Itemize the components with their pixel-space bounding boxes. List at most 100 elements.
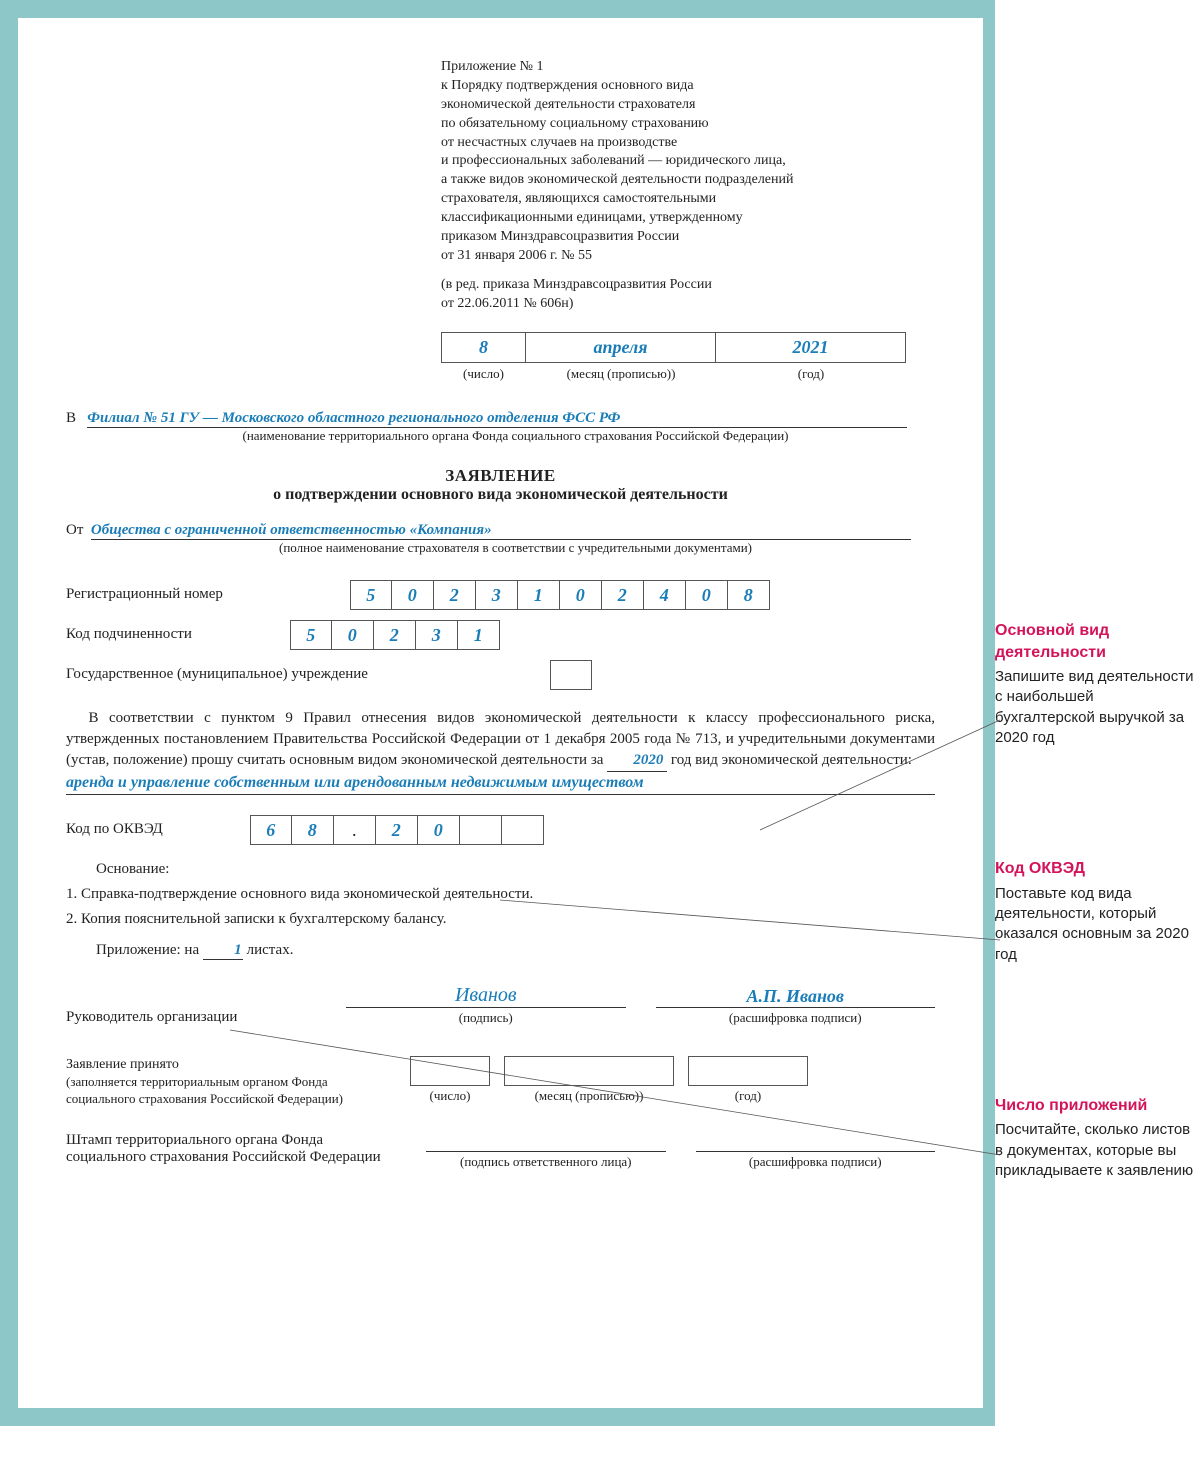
accepted-year-box[interactable] <box>688 1056 808 1086</box>
header-line: и профессиональных заболеваний — юридиче… <box>441 152 935 171</box>
stamp-name-line[interactable] <box>696 1132 936 1152</box>
annotation-head: Число приложений <box>995 1095 1195 1117</box>
accepted-month-box[interactable] <box>504 1056 674 1086</box>
title-main: ЗАЯВЛЕНИЕ <box>66 466 935 486</box>
body-text-b: год вид экономической деятельности: <box>671 752 912 768</box>
applicant-row: От Общества с ограниченной ответственнос… <box>66 522 935 556</box>
okved-cells[interactable]: 6 8 . 2 0 <box>250 815 544 845</box>
header-line: от 31 января 2006 г. № 55 <box>441 247 935 266</box>
applicant-value[interactable]: Общества с ограниченной ответственностью… <box>91 522 911 540</box>
reg-number-row: Регистрационный номер 5 0 2 3 1 0 2 4 0 … <box>66 580 935 610</box>
okved-cell-dot: . <box>334 815 376 845</box>
gos-label: Государственное (муниципальное) учрежден… <box>66 666 546 683</box>
header-subline: (в ред. приказа Минздравсоцразвития Росс… <box>441 276 935 295</box>
okved-cell[interactable] <box>460 815 502 845</box>
okved-cell[interactable]: 2 <box>376 815 418 845</box>
recipient-prefix: В <box>66 410 76 426</box>
annotation-text: Поставьте код вида деятельности, который… <box>995 884 1195 965</box>
date-day-cell[interactable]: 8 <box>441 332 526 363</box>
body-year-fill[interactable]: 2020 <box>607 750 667 772</box>
title-sub: о подтверждении основного вида экономиче… <box>66 486 935 504</box>
reg-cell[interactable]: 2 <box>434 580 476 610</box>
signature-row: Руководитель организации Иванов (подпись… <box>66 984 935 1026</box>
annotation-text: Посчитайте, сколько листов в документах,… <box>995 1120 1195 1181</box>
date-year-caption: (год) <box>716 366 906 382</box>
date-year-cell[interactable]: 2021 <box>716 332 906 363</box>
header-line: экономической деятельности страхователя <box>441 96 935 115</box>
accepted-row: Заявление принято (заполняется территори… <box>66 1056 935 1108</box>
date-block: 8 апреля 2021 (число) (месяц (прописью))… <box>441 332 935 382</box>
basis-block: Основание: 1. Справка-подтверждение осно… <box>66 861 935 960</box>
basis-item-2: 2. Копия пояснительной записки к бухгалт… <box>66 911 935 928</box>
sub-cell[interactable]: 2 <box>374 620 416 650</box>
okved-row: Код по ОКВЭД 6 8 . 2 0 <box>66 815 935 845</box>
accepted-year-caption: (год) <box>688 1088 808 1104</box>
signature-role-label: Руководитель организации <box>66 1009 316 1026</box>
header-line: классификационными единицами, утвержденн… <box>441 209 935 228</box>
annotation-head: Основной вид деятельности <box>995 620 1195 663</box>
header-reference: Приложение № 1 к Порядку подтверждения о… <box>441 58 935 314</box>
sub-cell[interactable]: 3 <box>416 620 458 650</box>
okved-cell[interactable]: 6 <box>250 815 292 845</box>
accepted-day-caption: (число) <box>410 1088 490 1104</box>
teal-frame: Приложение № 1 к Порядку подтверждения о… <box>0 0 995 1426</box>
header-line: Приложение № 1 <box>441 58 935 77</box>
subord-code-row: Код подчиненности 5 0 2 3 1 <box>66 620 935 650</box>
annotation-activity: Основной вид деятельности Запишите вид д… <box>995 620 1195 748</box>
activity-value[interactable]: аренда и управление собственным или арен… <box>66 774 935 795</box>
stamp-signature-line[interactable] <box>426 1132 666 1152</box>
accepted-label-2: (заполняется территориальным органом Фон… <box>66 1074 396 1108</box>
subord-code-label: Код подчиненности <box>66 626 286 643</box>
sub-cell[interactable]: 1 <box>458 620 500 650</box>
stamp-row: Штамп территориального органа Фонда соци… <box>66 1132 935 1170</box>
date-month-caption: (месяц (прописью)) <box>526 366 716 382</box>
sub-cell[interactable]: 0 <box>332 620 374 650</box>
recipient-value[interactable]: Филиал № 51 ГУ — Московского областного … <box>87 410 907 428</box>
recipient-row: В Филиал № 51 ГУ — Московского областног… <box>66 410 935 444</box>
date-day-caption: (число) <box>441 366 526 382</box>
reg-cell[interactable]: 0 <box>560 580 602 610</box>
reg-cell[interactable]: 0 <box>686 580 728 610</box>
accepted-month-caption: (месяц (прописью)) <box>504 1088 674 1104</box>
signature-name-caption: (расшифровка подписи) <box>656 1010 936 1026</box>
annotation-text: Запишите вид деятельности с наибольшей б… <box>995 667 1195 748</box>
stamp-name-caption: (расшифровка подписи) <box>696 1154 936 1170</box>
sub-cell[interactable]: 5 <box>290 620 332 650</box>
reg-number-cells[interactable]: 5 0 2 3 1 0 2 4 0 8 <box>350 580 770 610</box>
attachment-text-a: Приложение: на <box>96 942 199 958</box>
attachment-count[interactable]: 1 <box>203 942 243 960</box>
reg-cell[interactable]: 1 <box>518 580 560 610</box>
okved-cell[interactable]: 0 <box>418 815 460 845</box>
header-line: приказом Минздравсоцразвития России <box>441 228 935 247</box>
document-page: Приложение № 1 к Порядку подтверждения о… <box>18 18 983 1408</box>
reg-cell[interactable]: 3 <box>476 580 518 610</box>
reg-cell[interactable]: 2 <box>602 580 644 610</box>
reg-cell[interactable]: 4 <box>644 580 686 610</box>
header-line: от несчастных случаев на производстве <box>441 134 935 153</box>
annotation-head: Код ОКВЭД <box>995 858 1195 880</box>
title-block: ЗАЯВЛЕНИЕ о подтверждении основного вида… <box>66 466 935 504</box>
header-line: к Порядку подтверждения основного вида <box>441 77 935 96</box>
page-root: Приложение № 1 к Порядку подтверждения о… <box>0 0 1200 1426</box>
okved-cell[interactable] <box>502 815 544 845</box>
date-month-cell[interactable]: апреля <box>526 332 716 363</box>
basis-item-1: 1. Справка-подтверждение основного вида … <box>66 886 935 903</box>
recipient-caption: (наименование территориального органа Фо… <box>96 428 935 444</box>
reg-cell[interactable]: 0 <box>392 580 434 610</box>
subord-code-cells[interactable]: 5 0 2 3 1 <box>290 620 500 650</box>
gos-row: Государственное (муниципальное) учрежден… <box>66 660 935 690</box>
okved-label: Код по ОКВЭД <box>66 821 246 838</box>
applicant-caption: (полное наименование страхователя в соот… <box>96 540 935 556</box>
accepted-day-box[interactable] <box>410 1056 490 1086</box>
signature-handwriting[interactable]: Иванов <box>346 984 626 1008</box>
reg-cell[interactable]: 8 <box>728 580 770 610</box>
signature-name[interactable]: А.П. Иванов <box>656 986 936 1008</box>
reg-cell[interactable]: 5 <box>350 580 392 610</box>
stamp-label: Штамп территориального органа Фонда соци… <box>66 1132 396 1170</box>
header-line: а также видов экономической деятельности… <box>441 171 935 190</box>
header-line: страхователя, являющихся самостоятельным… <box>441 190 935 209</box>
okved-cell[interactable]: 8 <box>292 815 334 845</box>
applicant-prefix: От <box>66 522 83 538</box>
gos-checkbox[interactable] <box>550 660 592 690</box>
body-paragraph: В соответствии с пунктом 9 Правил отнесе… <box>66 708 935 772</box>
